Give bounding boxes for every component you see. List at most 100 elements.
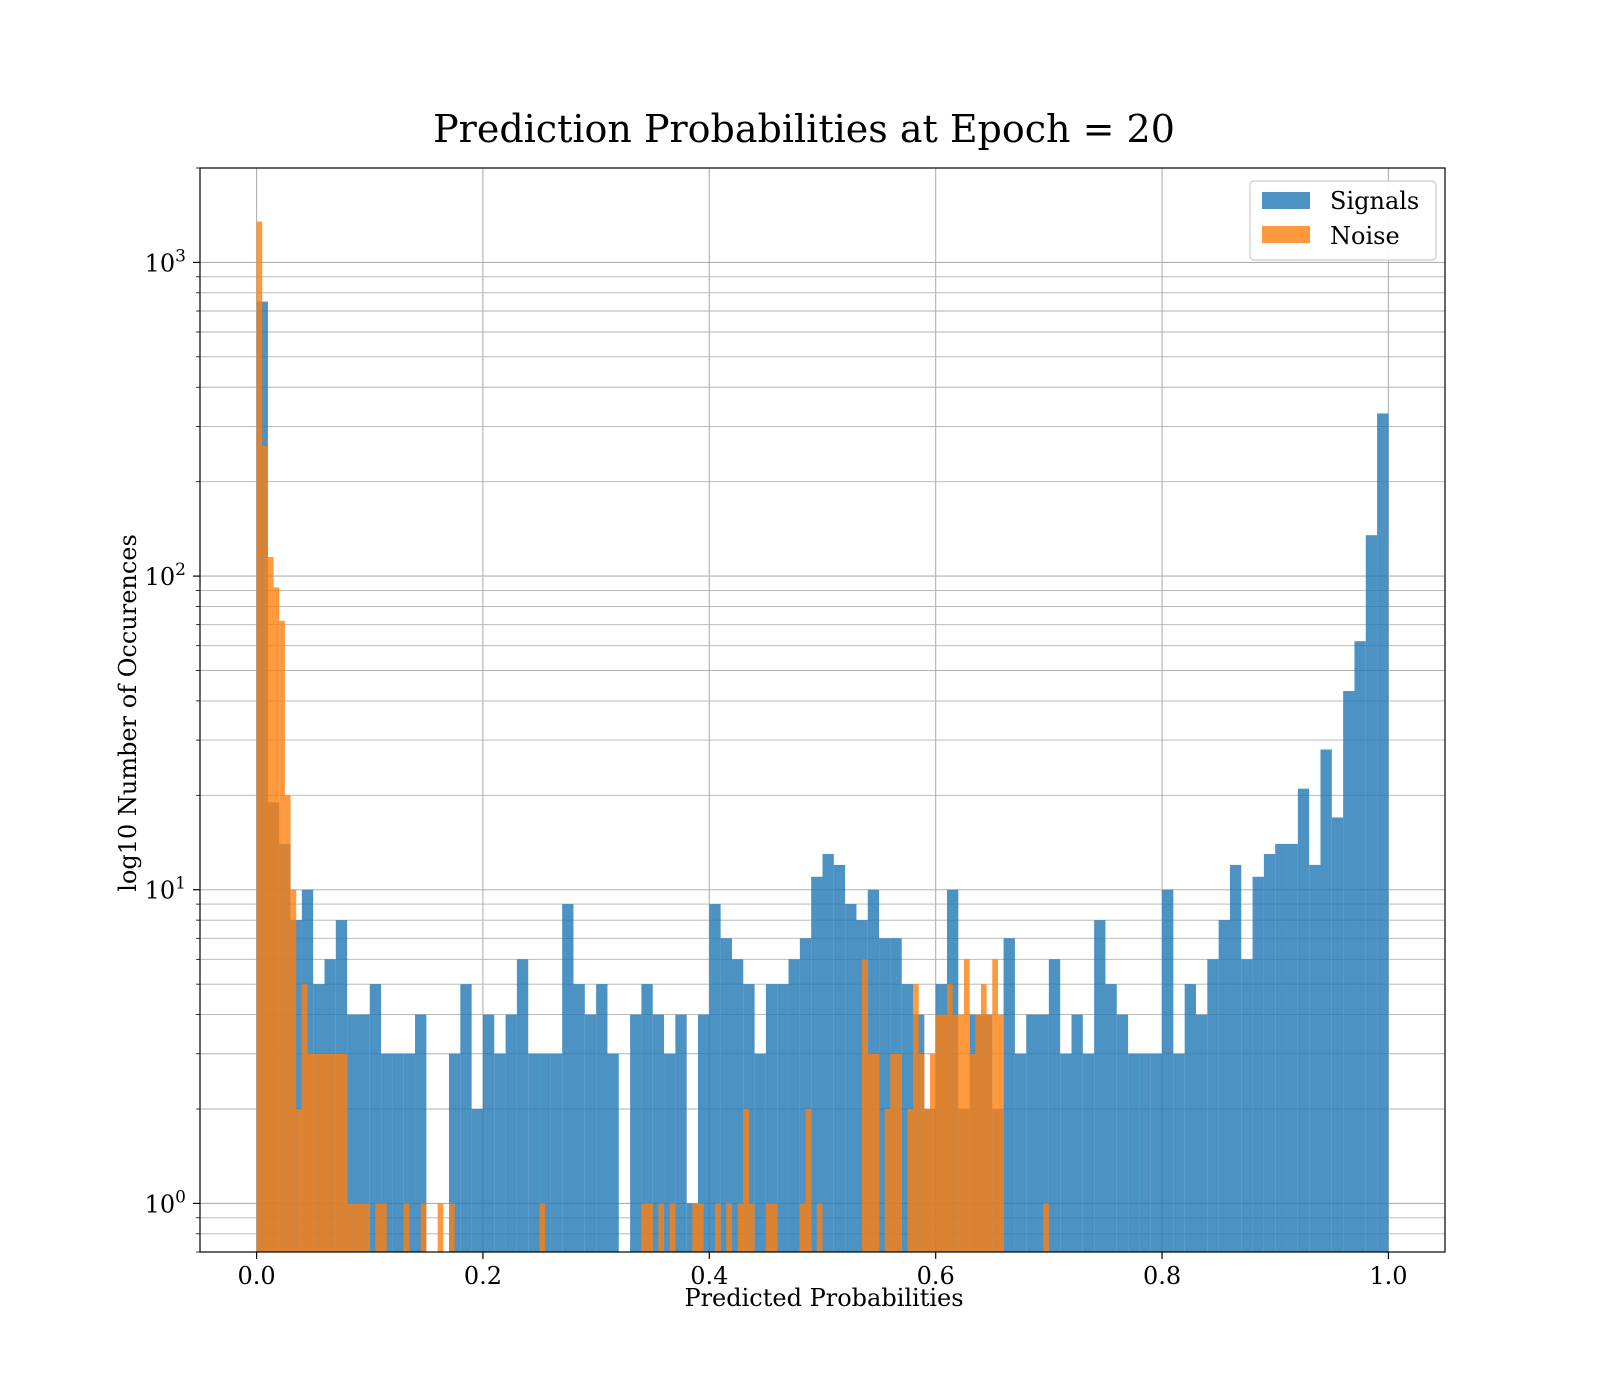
noise-bar <box>935 1014 942 1252</box>
legend-label-noise: Noise <box>1330 222 1400 250</box>
legend-label-signals: Signals <box>1330 187 1419 215</box>
signals-bar <box>1365 535 1378 1252</box>
signals-bar <box>1196 1014 1208 1252</box>
noise-bar <box>930 1053 936 1252</box>
signals-bar <box>1003 938 1015 1252</box>
signals-bar <box>1162 889 1174 1252</box>
signals-bar <box>833 864 846 1252</box>
x-tick-label: 0.6 <box>917 1262 955 1290</box>
signals-bar <box>822 854 834 1252</box>
noise-bar <box>347 1203 353 1252</box>
signals-bar <box>1354 641 1366 1252</box>
noise-bar <box>771 1203 778 1252</box>
plot-frame <box>199 167 1446 1253</box>
noise-bar <box>924 1108 931 1252</box>
signals-bar <box>460 984 472 1252</box>
signals-bar <box>528 1053 540 1252</box>
signals-bar <box>675 1014 687 1252</box>
signals-bar <box>641 984 653 1252</box>
legend-swatch-noise <box>1262 226 1310 243</box>
noise-bar <box>641 1203 648 1252</box>
signals-bar <box>754 1053 766 1252</box>
legend: Signals Noise <box>1249 180 1437 261</box>
noise-bar <box>284 795 291 1252</box>
signals-bar <box>1094 920 1106 1252</box>
noise-bar <box>273 587 280 1252</box>
signals-bar <box>1331 817 1344 1252</box>
signals-bar <box>449 1053 461 1252</box>
y-tick-label: 102 <box>145 560 186 591</box>
noise-bar <box>539 1203 546 1252</box>
signals-bar <box>1229 864 1242 1252</box>
noise-bar <box>805 1108 812 1252</box>
signals-bar <box>1116 1014 1129 1252</box>
x-tick-label: 0.2 <box>464 1262 502 1290</box>
signals-bar <box>1207 959 1219 1252</box>
signals-bar <box>539 1053 551 1252</box>
signals-bar <box>573 984 585 1252</box>
y-tick-label: 103 <box>145 246 186 277</box>
legend-swatch-signals <box>1262 192 1310 209</box>
signals-bar <box>731 959 744 1252</box>
signals-bar <box>596 984 608 1252</box>
signals-bar <box>765 984 778 1252</box>
noise-bar <box>799 1203 806 1252</box>
signals-bar <box>1297 788 1310 1252</box>
y-tick-label: 100 <box>145 1187 186 1218</box>
noise-bar <box>884 1108 891 1252</box>
signals-bar <box>1320 749 1332 1252</box>
y-axis-label: log10 Number of Occurences <box>114 534 142 892</box>
noise-bar <box>737 1203 744 1252</box>
signals-bar <box>1128 1053 1140 1252</box>
signals-bar <box>1082 1053 1095 1252</box>
noise-bar <box>256 221 263 1253</box>
noise-bar <box>262 445 268 1252</box>
noise-bar <box>958 1014 964 1252</box>
noise-bar <box>698 1203 704 1252</box>
noise-bar <box>290 889 297 1252</box>
noise-bar <box>913 984 919 1252</box>
noise-bar <box>420 1203 427 1252</box>
noise-bar <box>307 1053 314 1252</box>
noise-bar <box>743 1108 749 1252</box>
noise-bar <box>907 1108 914 1252</box>
signals-bar <box>1048 959 1061 1252</box>
noise-bar <box>896 1053 902 1252</box>
signals-bar <box>1037 1014 1049 1252</box>
signals-bar <box>664 1053 676 1252</box>
noise-bar <box>980 984 987 1252</box>
noise-bar <box>437 1203 444 1252</box>
signals-bar <box>1309 864 1321 1252</box>
noise-bar <box>301 984 308 1252</box>
signals-bar <box>720 938 732 1252</box>
noise-bar <box>816 1203 823 1252</box>
noise-bar <box>918 1053 925 1252</box>
signals-bar <box>607 1053 619 1252</box>
signals-bar <box>494 1053 506 1252</box>
signals-bar <box>1184 984 1196 1252</box>
noise-bar <box>765 1203 772 1252</box>
signals-bar <box>879 938 891 1252</box>
signals-bar <box>584 1014 597 1252</box>
x-tick-label: 0.0 <box>238 1262 276 1290</box>
signals-bar <box>415 1014 427 1252</box>
signals-bar <box>811 876 823 1252</box>
noise-bar <box>658 1203 665 1252</box>
signals-bar <box>1173 1053 1185 1252</box>
signals-bar <box>347 1014 359 1252</box>
signals-bar <box>652 1014 665 1252</box>
noise-bar <box>975 1014 981 1252</box>
signals-bar <box>1343 691 1355 1252</box>
signals-bar <box>777 984 789 1252</box>
signals-bar <box>698 1014 710 1252</box>
signals-bar <box>1275 843 1287 1252</box>
signals-bar <box>381 1053 393 1252</box>
signals-bar <box>1263 854 1276 1252</box>
x-tick-label: 0.4 <box>690 1262 728 1290</box>
noise-bar <box>941 1014 947 1252</box>
signals-bar <box>482 1014 495 1252</box>
y-axis-ticks: 100 101 102 103 <box>145 167 200 1253</box>
signals-bar <box>1071 1014 1083 1252</box>
noise-bar <box>862 959 868 1252</box>
